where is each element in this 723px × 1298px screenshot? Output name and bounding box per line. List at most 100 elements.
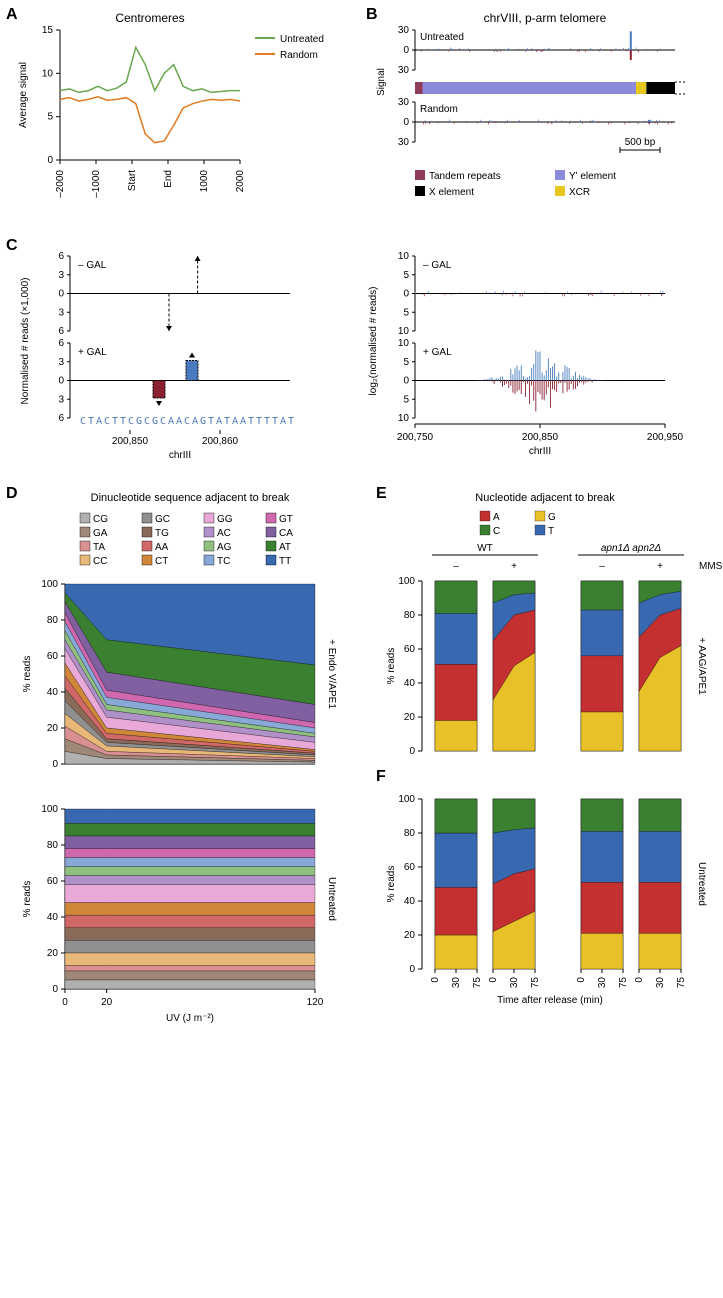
svg-text:CT: CT <box>155 556 168 567</box>
svg-text:0: 0 <box>403 289 409 300</box>
svg-text:3: 3 <box>58 394 64 405</box>
svg-text:CA: CA <box>279 528 293 539</box>
svg-text:chrIII: chrIII <box>169 450 191 461</box>
panel-c: C 63036– GAL63036+ GALCTACTTCGCGCAACAGTA… <box>10 241 710 471</box>
svg-text:T: T <box>224 416 230 427</box>
svg-text:Untreated: Untreated <box>326 877 337 921</box>
svg-text:5: 5 <box>403 307 409 318</box>
svg-text:40: 40 <box>404 678 416 689</box>
svg-text:CC: CC <box>93 556 107 567</box>
svg-text:GG: GG <box>217 514 233 525</box>
svg-text:chrIII: chrIII <box>529 446 551 457</box>
panel-label-a: A <box>6 6 18 24</box>
svg-text:80: 80 <box>47 840 59 851</box>
svg-text:200,750: 200,750 <box>397 432 434 443</box>
svg-text:5: 5 <box>403 270 409 281</box>
svg-text:20: 20 <box>404 930 416 941</box>
svg-text:Random: Random <box>280 50 318 61</box>
svg-text:XCR: XCR <box>569 187 590 198</box>
svg-text:AT: AT <box>279 542 291 553</box>
svg-text:30: 30 <box>398 97 410 108</box>
panel-ef: E Nucleotide adjacent to breakAGCTWTapn1… <box>380 489 710 1052</box>
svg-text:Dinucleotide sequence adjacent: Dinucleotide sequence adjacent to break <box>91 492 290 504</box>
svg-text:30: 30 <box>597 977 608 989</box>
svg-text:200,850: 200,850 <box>522 432 559 443</box>
svg-text:+ GAL: + GAL <box>78 347 107 358</box>
svg-text:log₂(normalised # reads): log₂(normalised # reads) <box>368 287 379 396</box>
svg-text:Average signal: Average signal <box>18 62 29 128</box>
svg-text:0: 0 <box>403 117 409 128</box>
svg-text:Normalised # reads (×1,000): Normalised # reads (×1,000) <box>20 277 31 404</box>
svg-text:A: A <box>240 416 246 427</box>
svg-text:30: 30 <box>509 977 520 989</box>
svg-text:0: 0 <box>634 977 645 983</box>
svg-text:75: 75 <box>530 977 541 989</box>
svg-text:+: + <box>511 561 517 572</box>
svg-text:Untreated: Untreated <box>696 862 707 906</box>
svg-text:75: 75 <box>618 977 629 989</box>
svg-text:–: – <box>599 561 605 572</box>
svg-text:5: 5 <box>403 394 409 405</box>
svg-text:0: 0 <box>430 977 441 983</box>
svg-text:+ AAG/APE1: + AAG/APE1 <box>696 637 707 695</box>
svg-text:10: 10 <box>398 338 410 349</box>
svg-text:Centromeres: Centromeres <box>115 11 184 25</box>
svg-text:Random: Random <box>420 104 458 115</box>
svg-text:–2000: –2000 <box>55 170 66 198</box>
svg-text:WT: WT <box>477 543 493 554</box>
svg-text:AG: AG <box>217 542 232 553</box>
svg-text:0: 0 <box>58 289 64 300</box>
svg-text:40: 40 <box>47 687 59 698</box>
svg-text:60: 60 <box>47 876 59 887</box>
svg-text:Yʹ element: Yʹ element <box>569 171 616 182</box>
svg-text:30: 30 <box>655 977 666 989</box>
svg-text:0: 0 <box>62 997 68 1008</box>
svg-text:100: 100 <box>398 794 415 805</box>
svg-text:A: A <box>216 416 222 427</box>
svg-text:– GAL: – GAL <box>78 260 107 271</box>
svg-text:0: 0 <box>409 964 415 975</box>
svg-text:TC: TC <box>217 556 230 567</box>
svg-text:60: 60 <box>47 651 59 662</box>
svg-text:80: 80 <box>47 615 59 626</box>
svg-text:–1000: –1000 <box>91 170 102 198</box>
svg-text:C: C <box>184 416 190 427</box>
svg-text:100: 100 <box>41 804 58 815</box>
svg-text:T: T <box>288 416 294 427</box>
svg-text:+ GAL: + GAL <box>423 347 452 358</box>
svg-text:% reads: % reads <box>386 866 397 903</box>
panel-label-d: D <box>6 485 18 503</box>
svg-text:Untreated: Untreated <box>280 34 324 45</box>
svg-text:30: 30 <box>398 65 410 76</box>
svg-text:0: 0 <box>47 155 53 166</box>
svg-text:0: 0 <box>576 977 587 983</box>
svg-text:200,860: 200,860 <box>202 436 239 447</box>
svg-text:20: 20 <box>101 997 113 1008</box>
svg-text:Signal: Signal <box>376 68 387 96</box>
svg-text:+: + <box>657 561 663 572</box>
svg-text:60: 60 <box>404 862 416 873</box>
svg-text:200,850: 200,850 <box>112 436 149 447</box>
svg-text:75: 75 <box>472 977 483 989</box>
svg-text:3: 3 <box>58 307 64 318</box>
svg-text:– GAL: – GAL <box>423 260 452 271</box>
svg-text:G: G <box>200 416 206 427</box>
svg-text:6: 6 <box>58 251 64 262</box>
svg-text:30: 30 <box>451 977 462 989</box>
svg-text:TG: TG <box>155 528 169 539</box>
svg-text:T: T <box>88 416 94 427</box>
panel-a: A Centromeres051015–2000–1000StartEnd100… <box>10 10 350 223</box>
svg-text:G: G <box>548 512 556 523</box>
svg-text:10: 10 <box>398 413 410 424</box>
svg-text:6: 6 <box>58 326 64 337</box>
svg-text:GC: GC <box>155 514 170 525</box>
panel-b: B chrVIII, p-arm telomere30030UntreatedS… <box>370 10 700 223</box>
svg-text:500 bp: 500 bp <box>625 137 656 148</box>
svg-text:T: T <box>264 416 270 427</box>
svg-text:30: 30 <box>398 25 410 36</box>
svg-text:10: 10 <box>42 68 54 79</box>
svg-text:C: C <box>160 416 166 427</box>
svg-text:0: 0 <box>403 376 409 387</box>
svg-text:20: 20 <box>404 712 416 723</box>
svg-text:T: T <box>112 416 118 427</box>
